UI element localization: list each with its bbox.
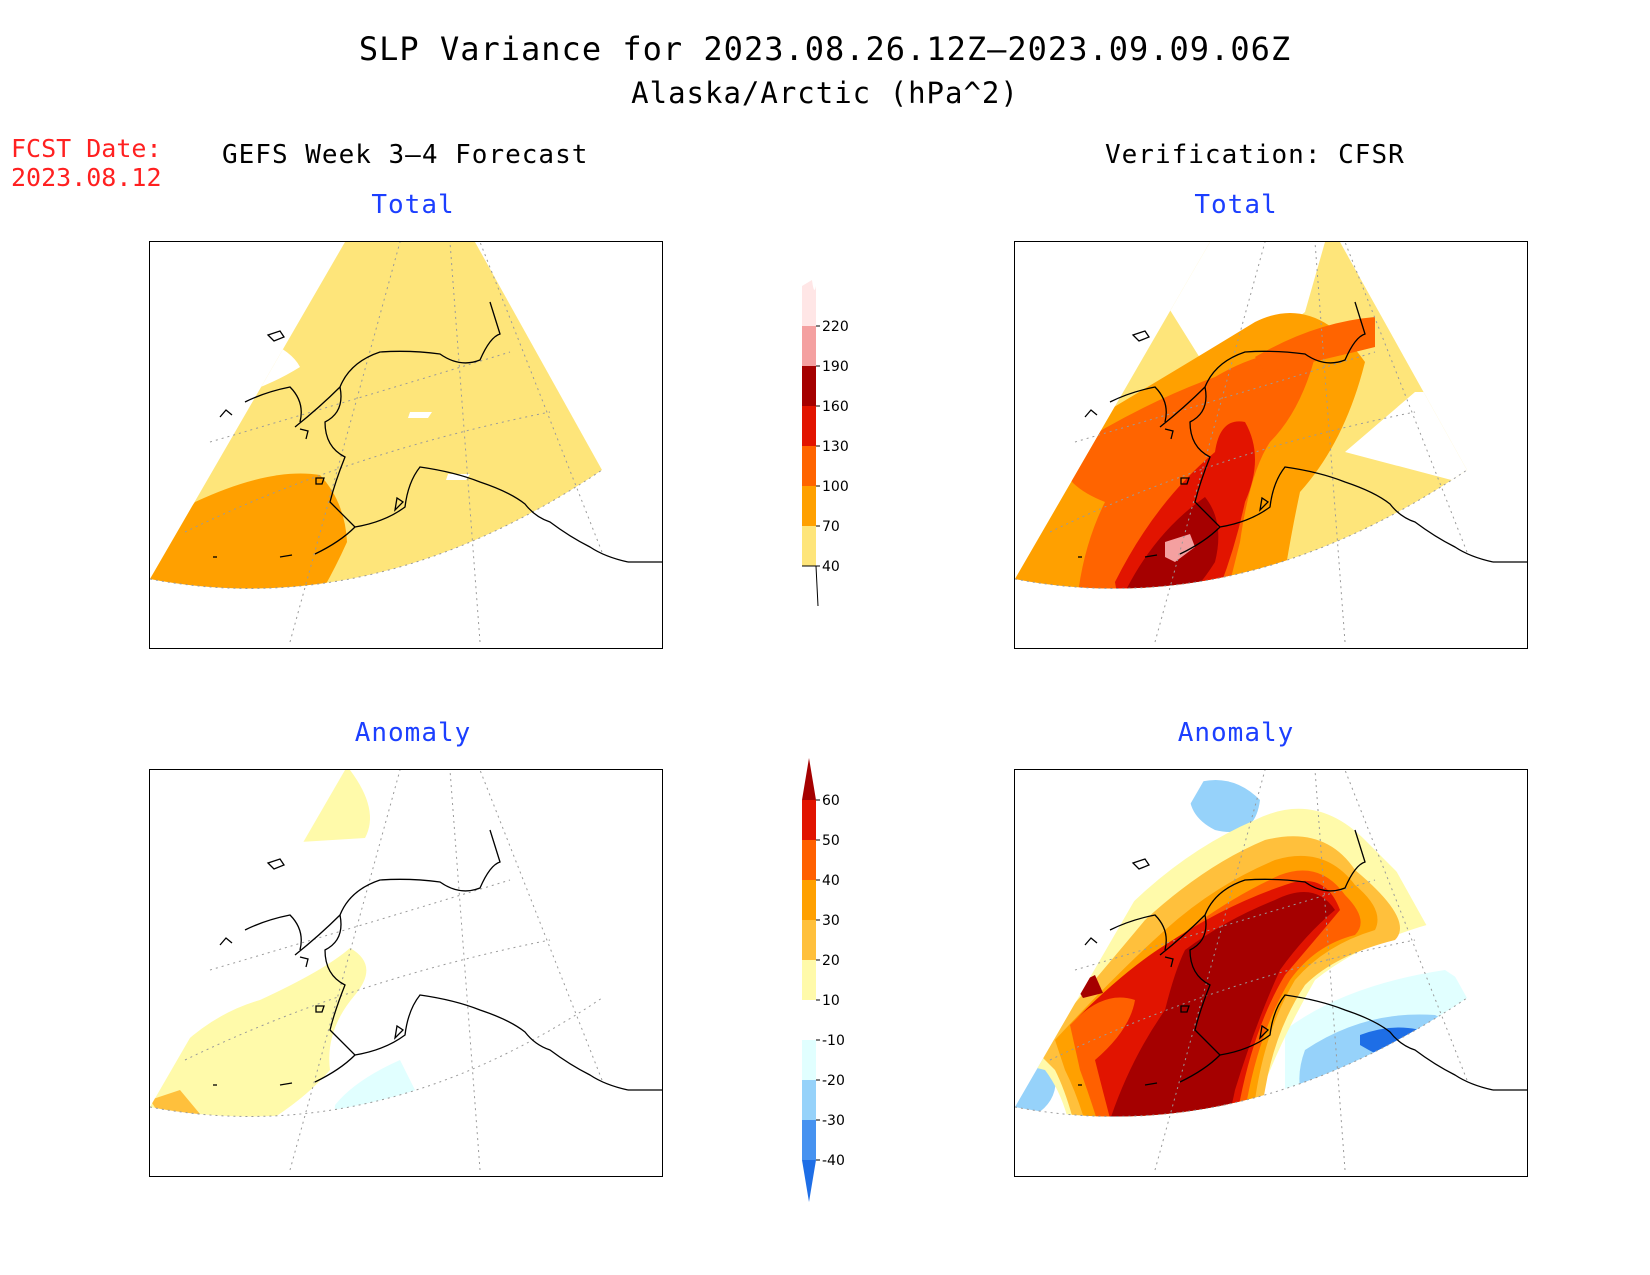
colorbar-total-label: 220 — [822, 319, 849, 335]
colorbar-anomaly-bottom-tip — [802, 1160, 816, 1202]
panel-label-forecast-anomaly: Anomaly — [354, 718, 472, 748]
coastline — [1078, 301, 1527, 563]
colorbar-anomaly-box — [802, 1000, 816, 1040]
colorbar-total: 40 70 100 130 160 190 220 — [802, 280, 849, 607]
colorbar-total-box — [802, 526, 816, 566]
colorbar-anomaly-label: -20 — [822, 1073, 845, 1089]
shade-20-30 — [150, 1090, 205, 1117]
colorbar-anomaly-label: 50 — [822, 833, 840, 849]
colorbar-anomaly-box — [802, 920, 816, 960]
colorbar-total-box — [802, 406, 816, 446]
colorbar-anomaly-box — [802, 1080, 816, 1120]
colorbar-anomaly-label: -40 — [822, 1153, 845, 1169]
colorbar-total-top-tip — [802, 280, 816, 326]
colorbar-total-box — [802, 486, 816, 526]
shade-70-100 — [150, 473, 347, 589]
colorbar-anomaly-box — [802, 800, 816, 840]
colorbar-total-label: 190 — [822, 359, 849, 375]
forecast-column-title: GEFS Week 3–4 Forecast — [222, 140, 589, 170]
colorbar-anomaly-label: 30 — [822, 913, 840, 929]
panel-label-forecast-total: Total — [371, 190, 455, 220]
shade-below-40 — [446, 474, 470, 480]
colorbar-total-label: 40 — [822, 559, 840, 575]
colorbar-anomaly: -40 -30 -20 -10 10 20 30 40 50 60 — [802, 758, 845, 1202]
colorbar-anomaly-label: 40 — [822, 873, 840, 889]
colorbar-anomaly-box — [802, 1040, 816, 1080]
shade-10-20 — [150, 948, 367, 1117]
coastline — [213, 829, 662, 1091]
graticule — [150, 770, 603, 1171]
shade-minus10-minus20 — [330, 1060, 490, 1117]
colorbar-anomaly-box — [802, 880, 816, 920]
map-forecast-total — [149, 241, 663, 649]
colorbar-total-bottom-tip — [802, 565, 819, 607]
map-verification-total — [1014, 241, 1528, 649]
colorbar-anomaly-top-tip — [802, 758, 816, 800]
colorbar-total-label: 160 — [822, 399, 849, 415]
shade-100-130 — [1255, 317, 1375, 372]
colorbar-total-label: 70 — [822, 519, 840, 535]
colorbar-anomaly-box — [802, 960, 816, 1000]
coastline — [213, 301, 662, 563]
colorbar-anomaly-label: -10 — [822, 1033, 845, 1049]
colorbar-total-box — [802, 446, 816, 486]
fcst-date-value: 2023.08.12 — [11, 163, 162, 192]
colorbar-anomaly-box — [802, 840, 816, 880]
colorbar-anomaly-label: 20 — [822, 953, 840, 969]
map-verification-anomaly — [1014, 769, 1528, 1177]
map-forecast-anomaly — [149, 769, 663, 1177]
shade-minus20-minus30 — [1189, 780, 1260, 832]
main-title: SLP Variance for 2023.08.26.12Z–2023.09.… — [358, 30, 1292, 68]
colorbar-total-label: 130 — [822, 439, 849, 455]
graticule — [1015, 242, 1468, 643]
fcst-date-label: FCST Date: — [11, 134, 162, 163]
shade-below-40 — [408, 412, 432, 418]
shade-above-60 — [1110, 892, 1335, 1117]
shade-below-40 — [1145, 242, 1325, 382]
shade-above-60 — [1075, 975, 1103, 998]
colorbar-total-label: 100 — [822, 479, 849, 495]
colorbar-anomaly-label: 10 — [822, 993, 840, 1009]
colorbar-anomaly-box — [802, 1120, 816, 1160]
panel-label-verification-total: Total — [1194, 190, 1278, 220]
verification-column-title: Verification: CFSR — [1105, 140, 1405, 170]
colorbar-total-box — [802, 366, 816, 406]
shade-minus30-minus40 — [1360, 1027, 1436, 1070]
panel-label-verification-anomaly: Anomaly — [1177, 718, 1295, 748]
colorbar-anomaly-label: 60 — [822, 793, 840, 809]
main-subtitle: Alaska/Arctic (hPa^2) — [631, 76, 1019, 110]
colorbar-anomaly-label: -30 — [822, 1113, 845, 1129]
graticule — [150, 242, 603, 643]
graticule — [1015, 770, 1468, 1171]
shade-190-220 — [1165, 534, 1195, 562]
shade-below-40 — [1345, 392, 1467, 502]
colorbar-total-box — [802, 326, 816, 366]
coastline — [1078, 829, 1527, 1091]
